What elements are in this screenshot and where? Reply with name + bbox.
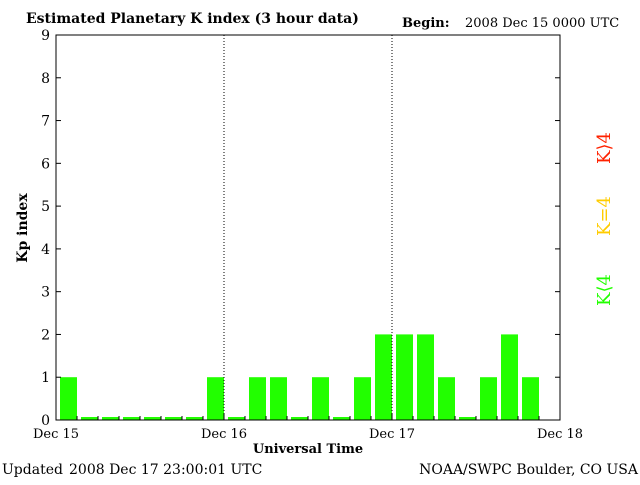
legend-k-less-4: K⟨4 xyxy=(594,274,615,306)
plot-area: 0 1 2 3 4 5 6 7 8 9 Dec 15 Dec 16 Dec 17 Dec 18 xyxy=(33,28,583,442)
kp-bar xyxy=(81,417,98,420)
kp-bar xyxy=(123,417,140,420)
x-tick-label: Dec 15 xyxy=(33,427,79,442)
kp-bar xyxy=(522,377,539,420)
kp-bar xyxy=(249,377,266,420)
kp-bar xyxy=(417,334,434,420)
x-tick-label: Dec 16 xyxy=(201,427,247,442)
kp-bar xyxy=(375,334,392,420)
kp-bar xyxy=(102,417,119,420)
kp-bar xyxy=(333,417,350,420)
chart-title: Estimated Planetary K index (3 hour data… xyxy=(26,11,359,27)
kp-bar xyxy=(354,377,371,420)
updated-value: 2008 Dec 17 23:00:01 UTC xyxy=(69,462,262,478)
y-tick-label: 1 xyxy=(41,370,50,386)
begin-label: Begin: xyxy=(402,16,450,31)
plot-frame xyxy=(55,34,561,421)
kp-bar xyxy=(312,377,329,420)
y-axis-label: Kp index xyxy=(15,193,31,263)
y-tick-label: 5 xyxy=(41,199,50,215)
y-tick-label: 6 xyxy=(41,156,50,172)
y-tick-label: 4 xyxy=(41,242,50,258)
kp-bar xyxy=(480,377,497,420)
kp-bar xyxy=(60,377,77,420)
kp-bar xyxy=(501,334,518,420)
kp-bar xyxy=(438,377,455,420)
legend-k-equal-4: K=4 xyxy=(594,196,615,236)
x-tick-label: Dec 17 xyxy=(369,427,415,442)
x-tick-label: Dec 18 xyxy=(537,427,583,442)
y-tick-label: 0 xyxy=(41,413,50,429)
source-credit: NOAA/SWPC Boulder, CO USA xyxy=(419,462,639,478)
kp-bar xyxy=(459,417,476,420)
kp-bar xyxy=(291,417,308,420)
begin-value: 2008 Dec 15 0000 UTC xyxy=(465,16,619,31)
kp-bar xyxy=(165,417,182,420)
y-tick-label: 7 xyxy=(41,114,50,130)
kp-bar xyxy=(270,377,287,420)
y-tick-label: 3 xyxy=(41,285,50,301)
kp-bar xyxy=(228,417,245,420)
x-axis-label: Universal Time xyxy=(253,442,363,457)
kp-bar xyxy=(144,417,161,420)
kp-bar xyxy=(186,417,203,420)
legend-k-greater-4: K⟩4 xyxy=(594,132,615,164)
updated-label: Updated xyxy=(2,462,63,478)
y-tick-label: 2 xyxy=(41,327,50,343)
kp-bar xyxy=(396,334,413,420)
kp-bar xyxy=(207,377,224,420)
y-tick-label: 9 xyxy=(41,28,50,44)
y-tick-label: 8 xyxy=(41,71,50,87)
